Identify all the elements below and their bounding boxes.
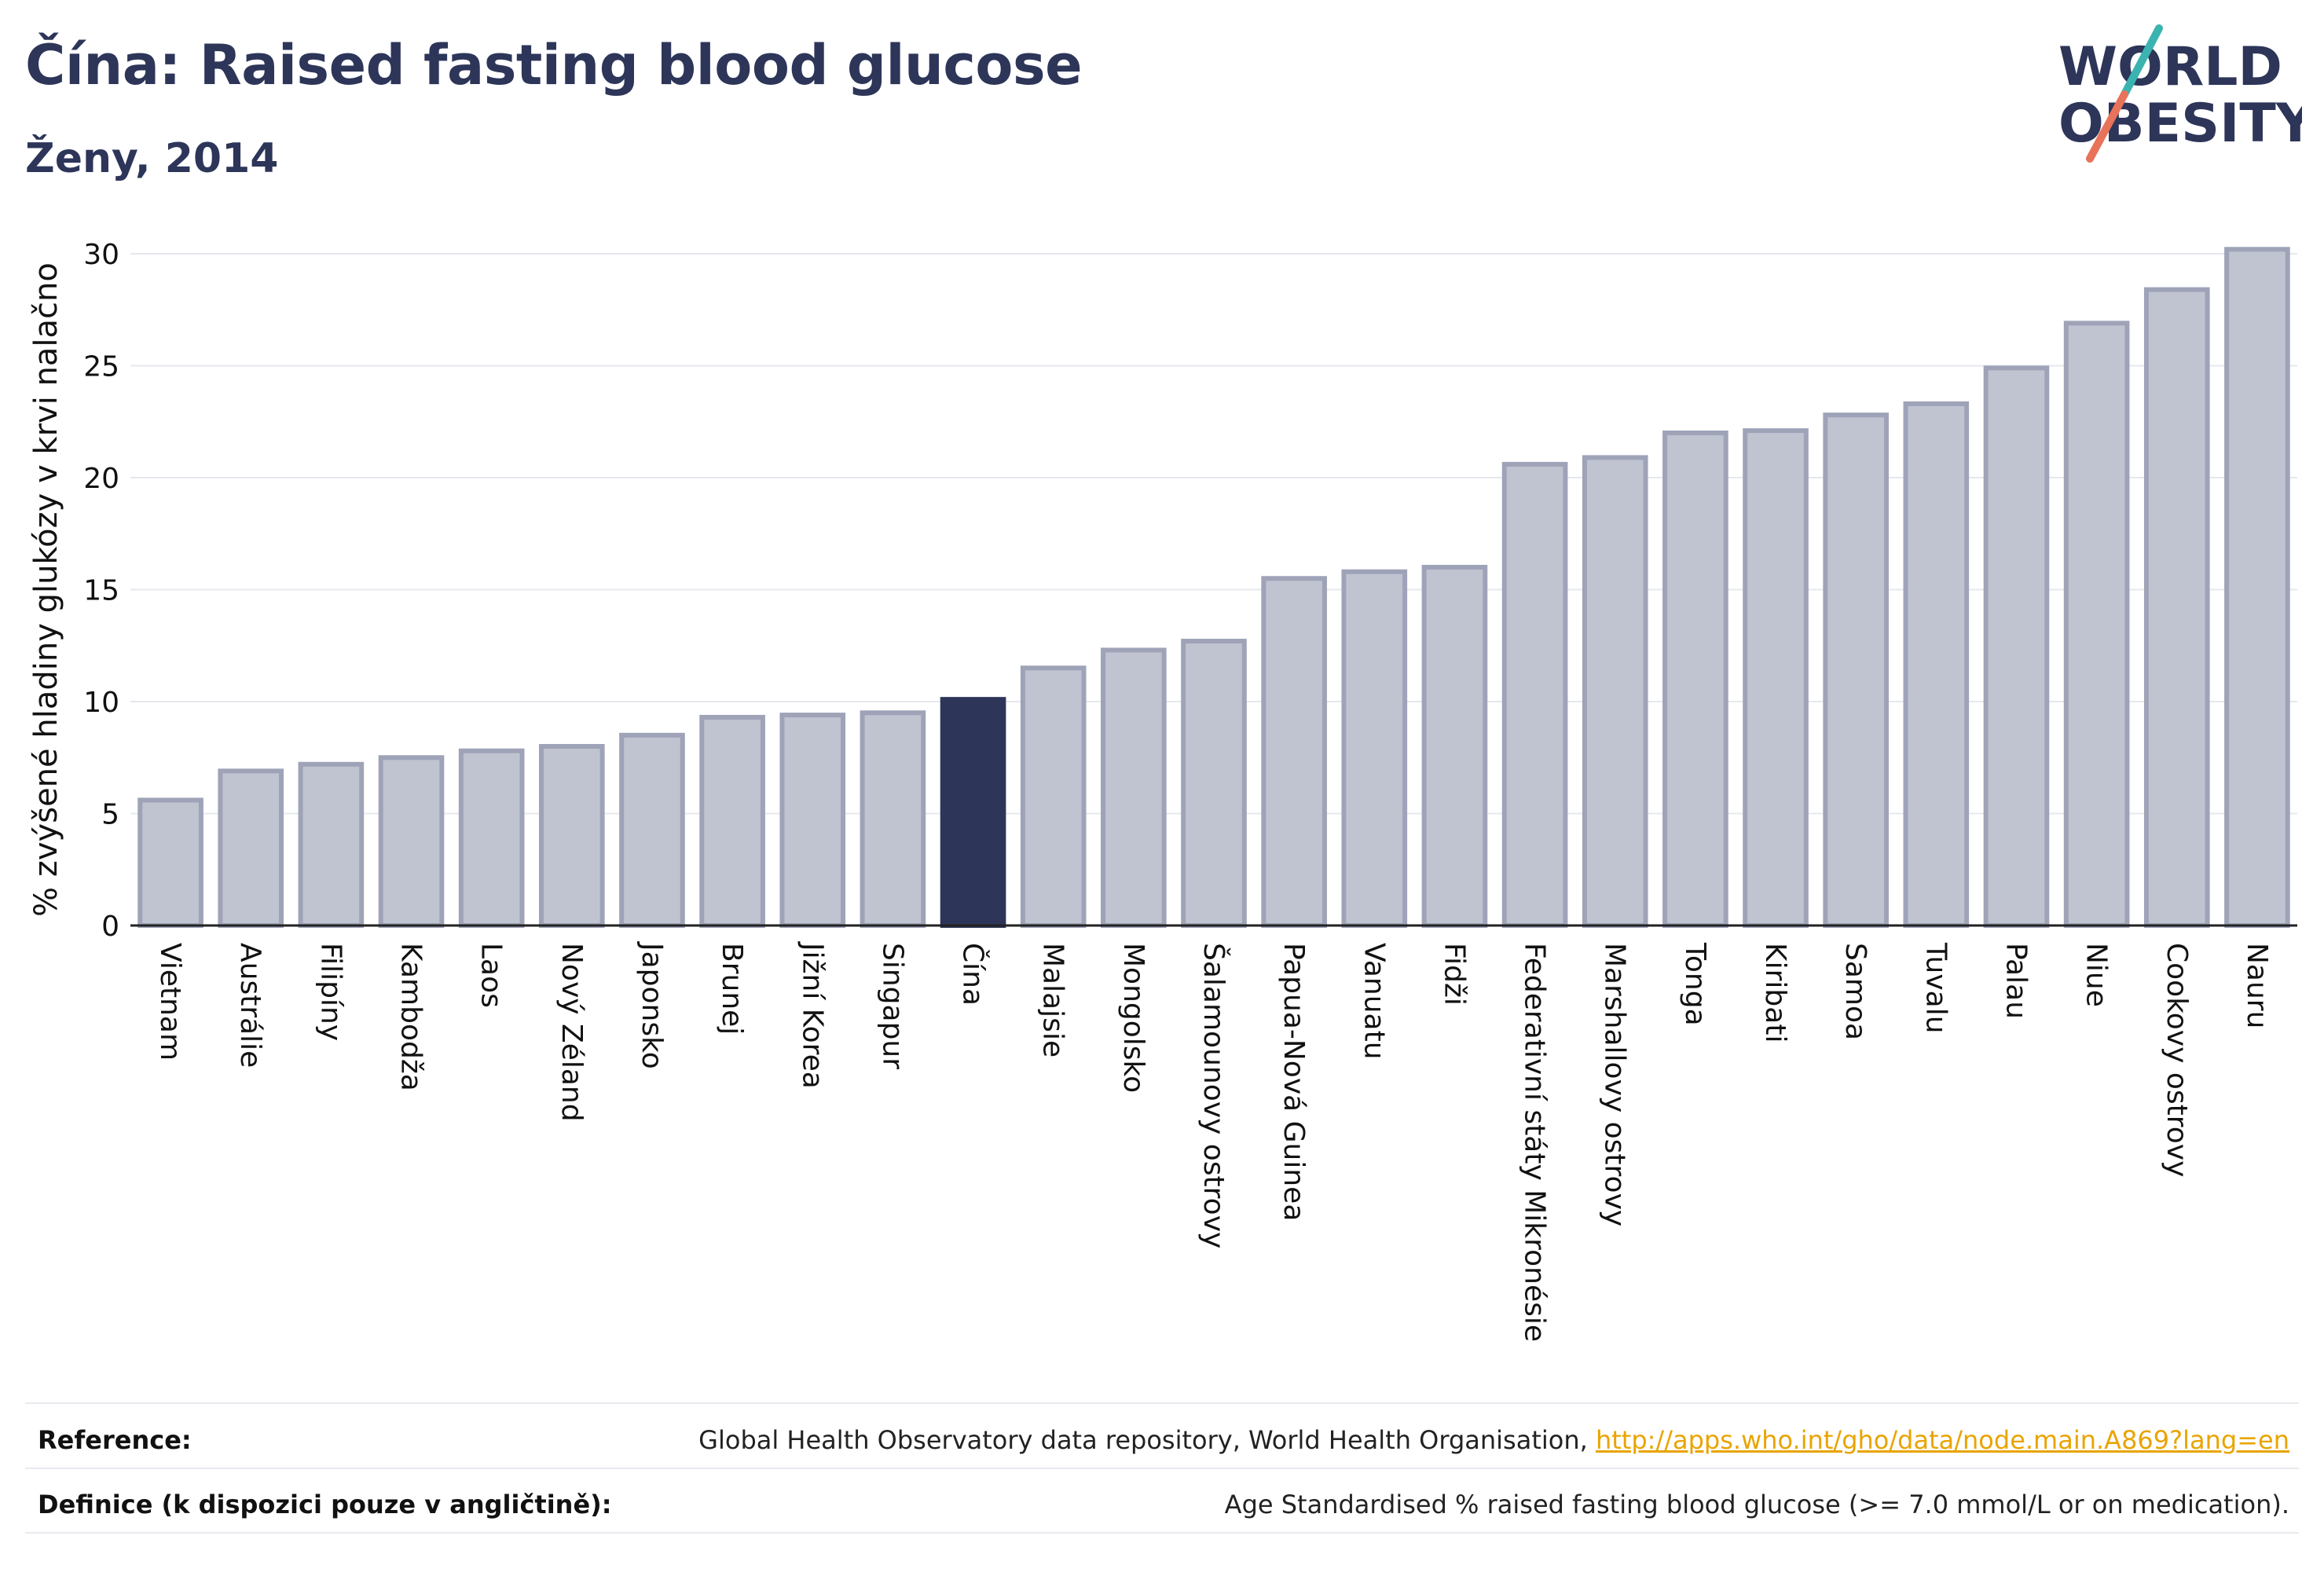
bar bbox=[137, 797, 203, 929]
y-tick-label: 20 bbox=[83, 463, 119, 495]
x-tick-label: Singapur bbox=[876, 943, 908, 1069]
x-tick-label: Marshallovy ostrovy bbox=[1599, 943, 1631, 1226]
footer-divider bbox=[25, 1532, 2299, 1534]
bar bbox=[1341, 569, 1408, 928]
x-tick-label: Cookovy ostrovy bbox=[2161, 943, 2193, 1177]
x-tick-label: Nový Zéland bbox=[555, 943, 588, 1122]
x-tick-label: Filipíny bbox=[314, 943, 346, 1041]
chart-subtitle: Ženy, 2014 bbox=[25, 135, 279, 182]
bar bbox=[1421, 565, 1488, 928]
y-axis-label: % zvýšené hladiny glukózy v krvi nalačno bbox=[28, 262, 64, 917]
x-tick-label: Laos bbox=[475, 943, 508, 1008]
bar bbox=[2143, 287, 2210, 929]
x-tick-label: Malajsie bbox=[1037, 943, 1069, 1057]
y-tick-label: 30 bbox=[83, 239, 119, 271]
x-tick-label: Nauru bbox=[2241, 943, 2273, 1028]
bar bbox=[218, 768, 284, 928]
definition-label: Definice (k dispozici pouze v angličtině… bbox=[38, 1490, 612, 1519]
x-tick-label: Fidži bbox=[1438, 943, 1470, 1006]
bar bbox=[538, 744, 605, 928]
x-tick-label: Čína bbox=[957, 943, 990, 1006]
footer-divider bbox=[25, 1402, 2299, 1404]
bar bbox=[2063, 321, 2130, 929]
bar bbox=[699, 714, 765, 928]
x-tick-label: Papua-Nová Guinea bbox=[1277, 943, 1310, 1221]
logo-slash-coral bbox=[2086, 90, 2128, 163]
bar bbox=[1983, 365, 2050, 929]
bar bbox=[619, 732, 685, 928]
x-tick-label: Tuvalu bbox=[1919, 942, 1952, 1034]
bar-chart: 0 5 10 15 20 25 30 % zvýšené hladiny glukózy v … bbox=[28, 239, 2297, 1342]
reference-link[interactable]: http://apps.who.int/gho/data/node.main.A… bbox=[1595, 1425, 2289, 1455]
x-tick-label: Jižní Korea bbox=[796, 941, 828, 1089]
bar bbox=[298, 761, 365, 928]
bar bbox=[1582, 455, 1648, 928]
y-tick-label: 15 bbox=[83, 575, 119, 607]
x-tick-label: Vanuatu bbox=[1358, 943, 1390, 1060]
x-tick-label: Samoa bbox=[1839, 943, 1871, 1040]
x-tick-label: Austrálie bbox=[234, 943, 266, 1068]
y-tick-label: 5 bbox=[101, 799, 119, 831]
logo-slash-teal bbox=[2121, 24, 2163, 98]
footer-divider bbox=[25, 1468, 2299, 1469]
x-tick-label: Vietnam bbox=[154, 943, 186, 1061]
y-tick-label: 25 bbox=[83, 351, 119, 383]
bar bbox=[1020, 665, 1087, 928]
x-tick-label: Kiribati bbox=[1759, 943, 1791, 1043]
bar bbox=[458, 748, 525, 929]
x-tick-label: Japonsko bbox=[636, 941, 668, 1069]
x-tick-label: Brunej bbox=[716, 943, 748, 1035]
bar bbox=[1501, 461, 1568, 928]
bar bbox=[1823, 412, 1890, 928]
bar bbox=[1261, 576, 1327, 928]
bar bbox=[1743, 428, 1809, 928]
x-tick-label: Kambodža bbox=[395, 943, 427, 1091]
bar bbox=[1101, 647, 1167, 928]
reference-label: Reference: bbox=[38, 1425, 192, 1455]
bar bbox=[2224, 247, 2290, 928]
world-obesity-logo: WORLD OBESITY bbox=[2058, 24, 2302, 163]
bar bbox=[860, 710, 926, 928]
x-tick-label: Niue bbox=[2080, 943, 2113, 1007]
bar bbox=[378, 755, 445, 928]
logo-line1: WORLD bbox=[2058, 36, 2282, 98]
x-tick-label: Tonga bbox=[1679, 942, 1711, 1026]
chart-title: Čína: Raised fasting blood glucose bbox=[25, 33, 1083, 97]
y-tick-label: 10 bbox=[83, 687, 119, 719]
bar bbox=[1662, 431, 1728, 928]
x-tick-label: Palau bbox=[2000, 943, 2032, 1019]
bar bbox=[940, 697, 1006, 929]
x-tick-label: Federativní státy Mikronésie bbox=[1519, 943, 1551, 1342]
bar bbox=[779, 713, 846, 928]
reference-text: Global Health Observatory data repositor… bbox=[698, 1425, 1596, 1455]
x-tick-label: Šalamounovy ostrovy bbox=[1197, 943, 1230, 1248]
bar bbox=[1181, 639, 1247, 928]
bar bbox=[1903, 401, 1970, 928]
definition-value: Age Standardised % raised fasting blood … bbox=[1224, 1490, 2289, 1519]
reference-value: Global Health Observatory data repositor… bbox=[698, 1425, 2289, 1455]
x-tick-label: Mongolsko bbox=[1117, 943, 1149, 1093]
y-tick-label: 0 bbox=[101, 911, 119, 943]
